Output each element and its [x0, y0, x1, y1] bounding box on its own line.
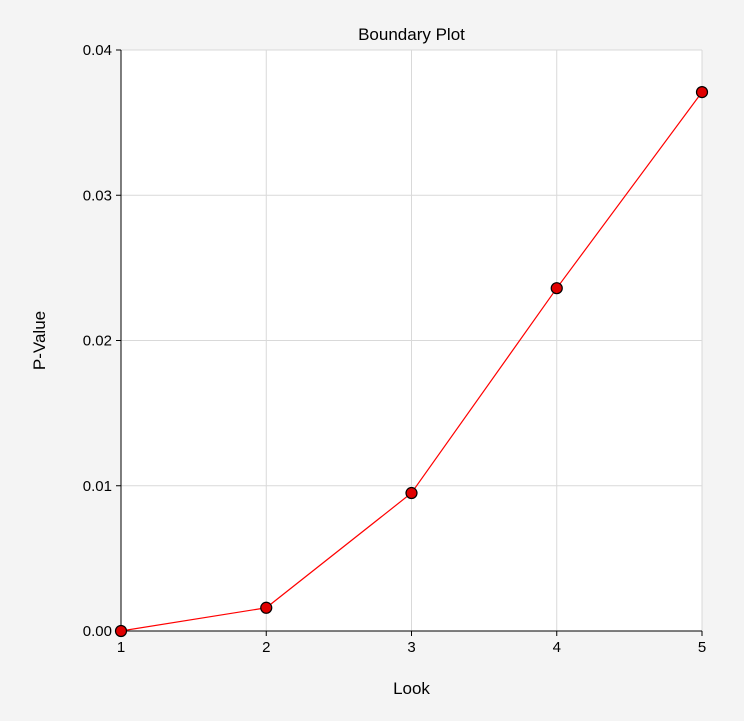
y-tick-label: 0.00	[83, 623, 112, 640]
data-point	[550, 282, 563, 295]
y-axis-title: P-Value	[30, 311, 49, 370]
y-tick-label: 0.02	[83, 333, 112, 350]
tick-labels: 1 2 3 4 5 0.00 0.01 0.02 0.03 0.04	[83, 42, 706, 656]
x-axis-title: Look	[393, 679, 430, 698]
data-point	[405, 486, 418, 500]
grid-lines	[121, 49, 703, 631]
x-tick-label: 2	[262, 639, 270, 656]
x-tick-label: 1	[117, 639, 125, 656]
chart-title: Boundary Plot	[358, 25, 465, 44]
y-tick-label: 0.03	[83, 187, 112, 204]
x-tick-label: 5	[698, 639, 706, 656]
data-point	[695, 86, 709, 99]
y-tick-label: 0.04	[83, 42, 112, 59]
data-point	[260, 601, 273, 614]
series-layer	[114, 86, 709, 638]
y-tick-label: 0.01	[83, 478, 112, 495]
x-tick-label: 3	[407, 639, 415, 656]
x-tick-label: 4	[553, 639, 561, 656]
data-point	[114, 624, 128, 638]
